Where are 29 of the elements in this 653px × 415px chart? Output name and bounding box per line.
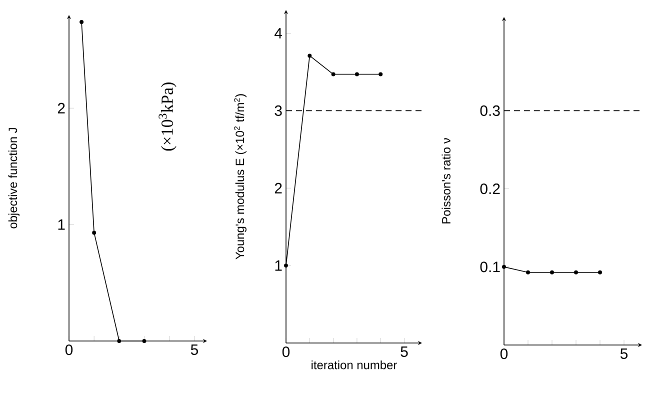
y-tick-label: 2 [274, 182, 282, 194]
y-axis-title: Poisson's ratio ν [442, 138, 450, 224]
point [117, 339, 122, 343]
y-axis-title: objective function J [8, 128, 20, 228]
x-tick-label: 5 [620, 348, 628, 359]
y-tick-label: 2 [58, 102, 65, 114]
x-tick-label: 0 [500, 348, 508, 360]
y-tick-label: 4 [274, 28, 282, 38]
y-tick-label: 0.1 [480, 262, 500, 272]
y-tick-label: 0.2 [480, 184, 500, 194]
y-tick-label: 3 [274, 105, 282, 116]
y-tick-label: 1 [58, 219, 65, 230]
point [80, 20, 84, 24]
point [354, 72, 359, 76]
x-tick-label: 0 [282, 346, 290, 358]
x-tick-label: 5 [190, 344, 198, 355]
point [308, 54, 312, 58]
y-axis-title: Young's modulus E (×10$^{2}$ tf/m$^{2}$) [234, 94, 246, 260]
y-tick-label: 0.3 [480, 105, 500, 116]
annotation: (×10$^{3}$kPa) [158, 82, 176, 151]
point [284, 264, 288, 268]
point [142, 339, 146, 343]
x-tick-label: 0 [65, 344, 73, 356]
point [92, 230, 96, 235]
point [378, 72, 383, 76]
x-tick-label: 5 [400, 346, 408, 357]
x-axis-title: iteration number [312, 360, 397, 370]
y-tick-label: 1 [275, 260, 282, 271]
point [331, 72, 336, 76]
